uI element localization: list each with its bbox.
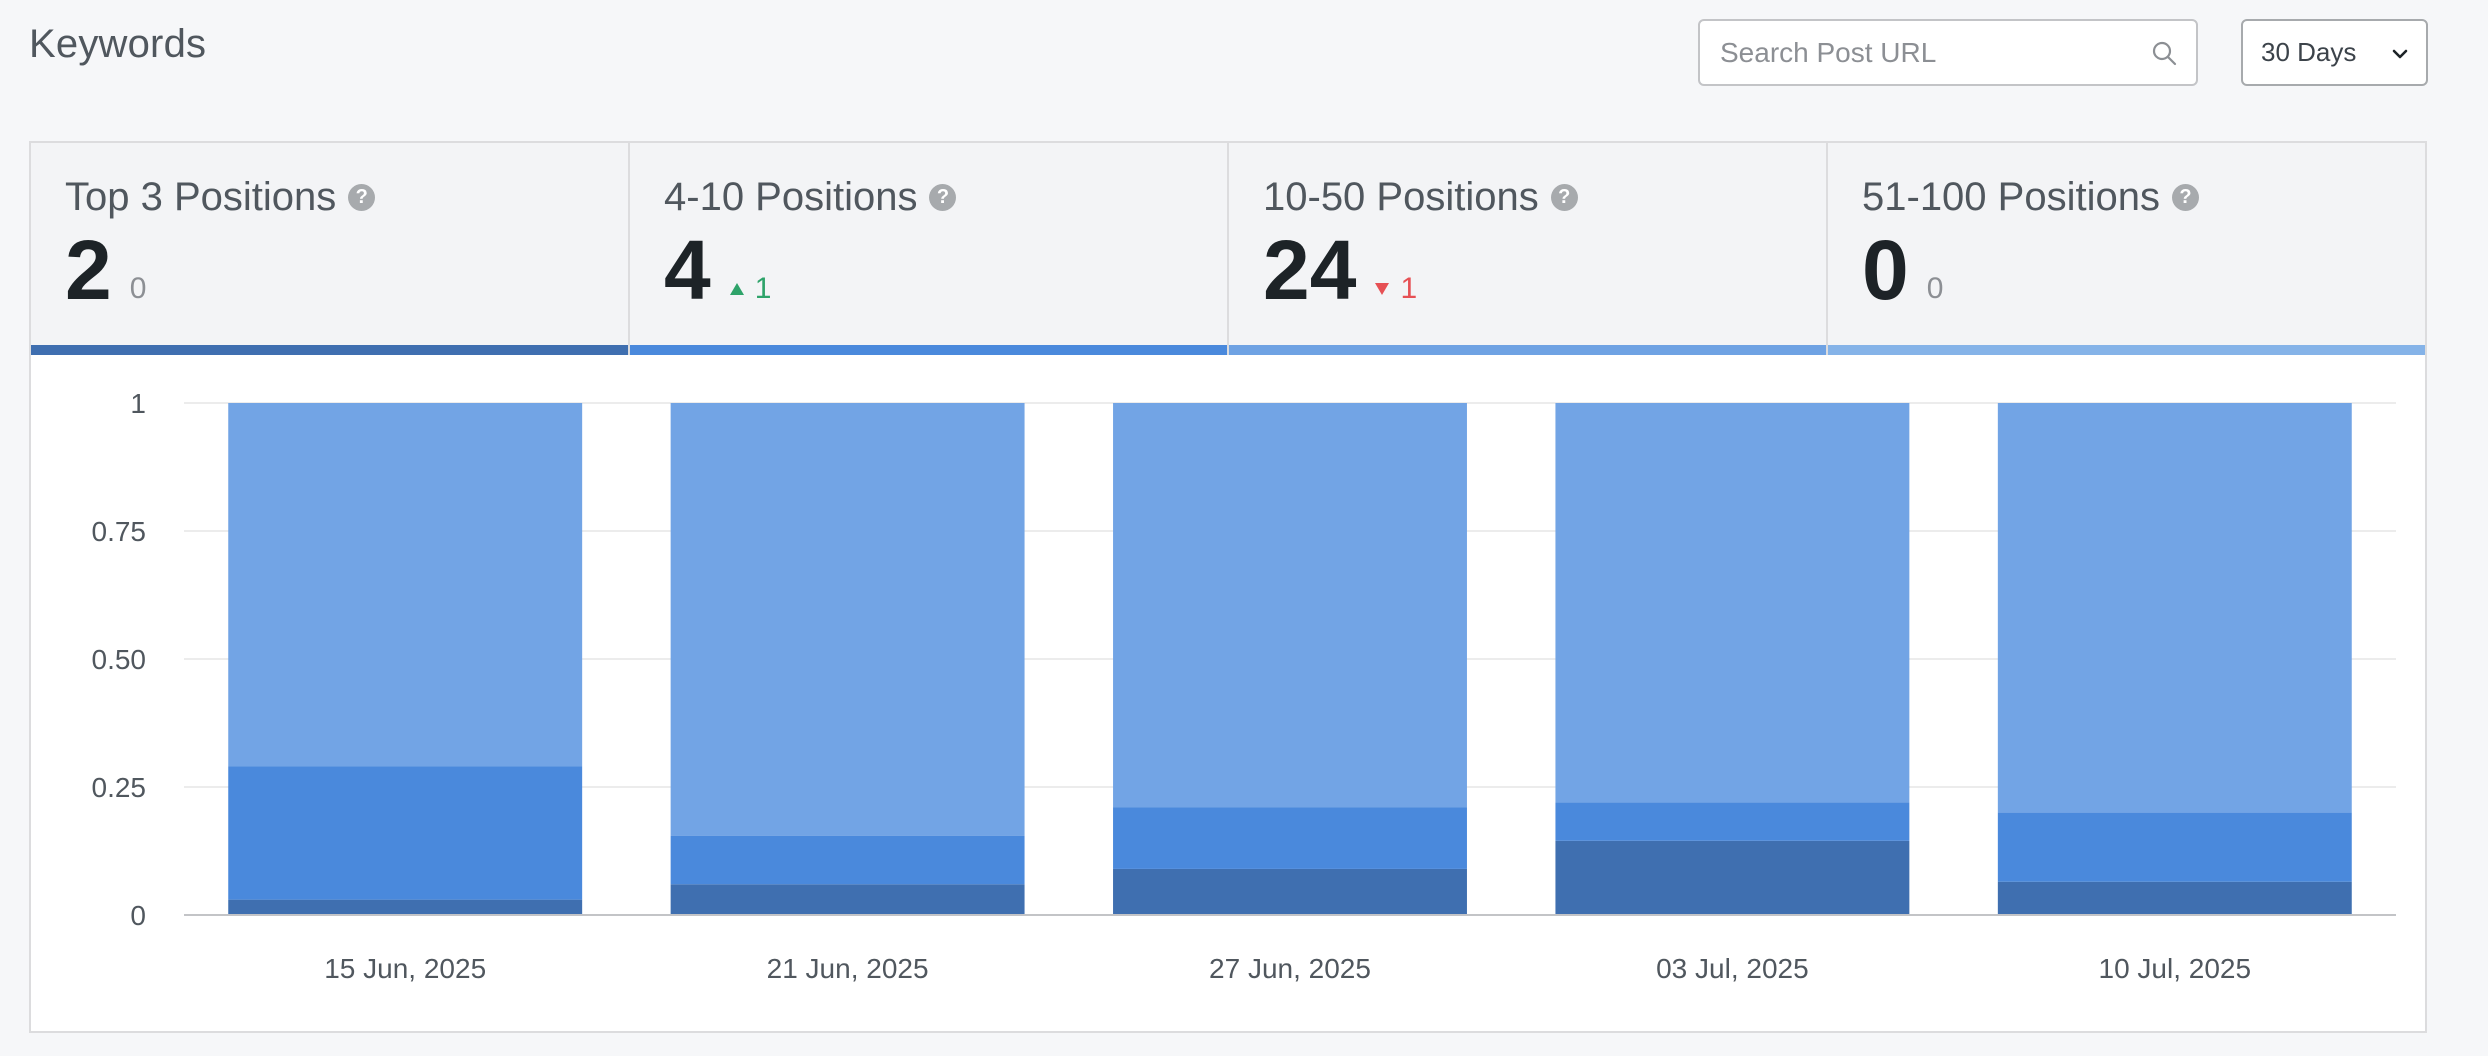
- position-cards: Top 3 Positions ? 2 0 4-10 Positions ? 4…: [31, 143, 2425, 355]
- bar-segment[interactable]: [1555, 840, 1910, 915]
- x-tick-label: 27 Jun, 2025: [1209, 953, 1371, 984]
- bar-segment[interactable]: [228, 766, 583, 900]
- help-icon[interactable]: ?: [1550, 184, 1578, 211]
- card-color-bar: [1828, 345, 2425, 355]
- card-color-bar: [1229, 345, 1826, 355]
- search-icon[interactable]: [2150, 39, 2178, 67]
- bar-segment[interactable]: [670, 835, 1025, 885]
- y-tick-label: 0.50: [92, 644, 147, 675]
- y-tick-label: 0.25: [92, 772, 147, 803]
- bar-segment[interactable]: [1113, 807, 1467, 869]
- delta-value: 1: [1400, 272, 1418, 305]
- card-delta: 0: [1927, 272, 1944, 306]
- card-title: 51-100 Positions: [1862, 175, 2160, 219]
- x-tick-label: 15 Jun, 2025: [324, 953, 486, 984]
- card-title: Top 3 Positions: [65, 175, 337, 219]
- bar-segment[interactable]: [670, 403, 1025, 836]
- y-tick-label: 0: [130, 900, 146, 931]
- y-tick-label: 1: [130, 388, 146, 419]
- bar-segment[interactable]: [228, 403, 583, 767]
- date-range-value: 30 Days: [2261, 37, 2357, 67]
- triangle-up-icon: [729, 283, 744, 295]
- card-color-bar: [31, 345, 628, 355]
- card-51-100-positions[interactable]: 51-100 Positions ? 0 0: [1828, 143, 2425, 355]
- bar-segment[interactable]: [1997, 881, 2352, 915]
- page-title: Keywords: [29, 22, 207, 66]
- search-box[interactable]: [1698, 19, 2198, 86]
- card-title: 10-50 Positions: [1263, 175, 1539, 219]
- delta-value: 0: [1926, 272, 1944, 305]
- bar-segment[interactable]: [1555, 802, 1910, 841]
- bar-segment[interactable]: [670, 884, 1025, 915]
- card-10-50-positions[interactable]: 10-50 Positions ? 24 1: [1229, 143, 1828, 355]
- triangle-down-icon: [1375, 283, 1390, 295]
- bar-segment[interactable]: [228, 899, 583, 915]
- x-tick-label: 10 Jul, 2025: [2099, 953, 2252, 984]
- card-4-10-positions[interactable]: 4-10 Positions ? 4 1: [630, 143, 1229, 355]
- bar-segment[interactable]: [1997, 403, 2352, 813]
- date-range-select[interactable]: 30 Days: [2241, 19, 2428, 86]
- card-delta: 1: [1374, 272, 1417, 306]
- card-value: 0: [1862, 223, 1909, 317]
- search-input[interactable]: [1718, 35, 2150, 70]
- card-delta: 0: [130, 272, 147, 306]
- x-tick-label: 03 Jul, 2025: [1656, 953, 1809, 984]
- x-tick-label: 21 Jun, 2025: [767, 953, 929, 984]
- card-value: 24: [1263, 223, 1357, 317]
- card-delta: 1: [729, 272, 772, 306]
- card-top-3-positions[interactable]: Top 3 Positions ? 2 0: [31, 143, 630, 355]
- help-icon[interactable]: ?: [2171, 184, 2199, 211]
- positions-chart: 0 0.25 0.50 0.75 1 15 Jun, 2025 21 Jun, 2025 27…: [92, 388, 2396, 984]
- bar-segment[interactable]: [1555, 403, 1910, 803]
- help-icon[interactable]: ?: [348, 184, 376, 211]
- chevron-down-icon: [2390, 37, 2410, 68]
- delta-value: 0: [129, 272, 147, 305]
- card-value: 2: [65, 223, 112, 317]
- card-color-bar: [630, 345, 1227, 355]
- card-value: 4: [664, 223, 711, 317]
- delta-value: 1: [754, 272, 772, 305]
- bar-segment[interactable]: [1113, 403, 1467, 808]
- card-title: 4-10 Positions: [664, 175, 918, 219]
- bar-segment[interactable]: [1997, 812, 2352, 882]
- bar-segment[interactable]: [1113, 868, 1467, 915]
- help-icon[interactable]: ?: [929, 184, 957, 211]
- y-tick-label: 0.75: [92, 516, 147, 547]
- keywords-panel: Top 3 Positions ? 2 0 4-10 Positions ? 4…: [29, 141, 2427, 1033]
